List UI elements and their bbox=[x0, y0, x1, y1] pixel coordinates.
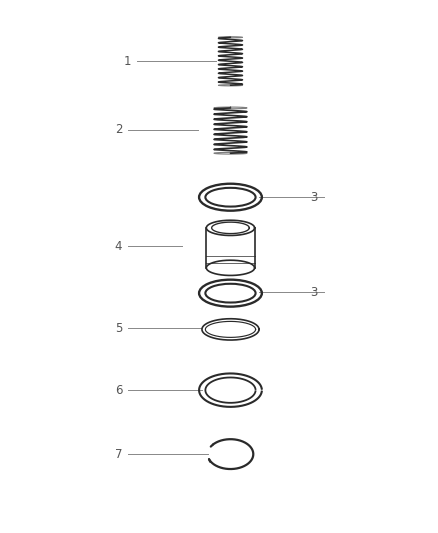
Text: 6: 6 bbox=[114, 384, 122, 397]
Bar bbox=[206, 228, 254, 268]
Text: 5: 5 bbox=[115, 322, 122, 335]
Text: 4: 4 bbox=[114, 240, 122, 253]
Text: 3: 3 bbox=[310, 191, 317, 204]
Text: 7: 7 bbox=[114, 448, 122, 461]
Text: 3: 3 bbox=[310, 286, 317, 298]
Text: 1: 1 bbox=[123, 55, 131, 68]
Ellipse shape bbox=[201, 319, 258, 340]
Text: 2: 2 bbox=[114, 123, 122, 136]
